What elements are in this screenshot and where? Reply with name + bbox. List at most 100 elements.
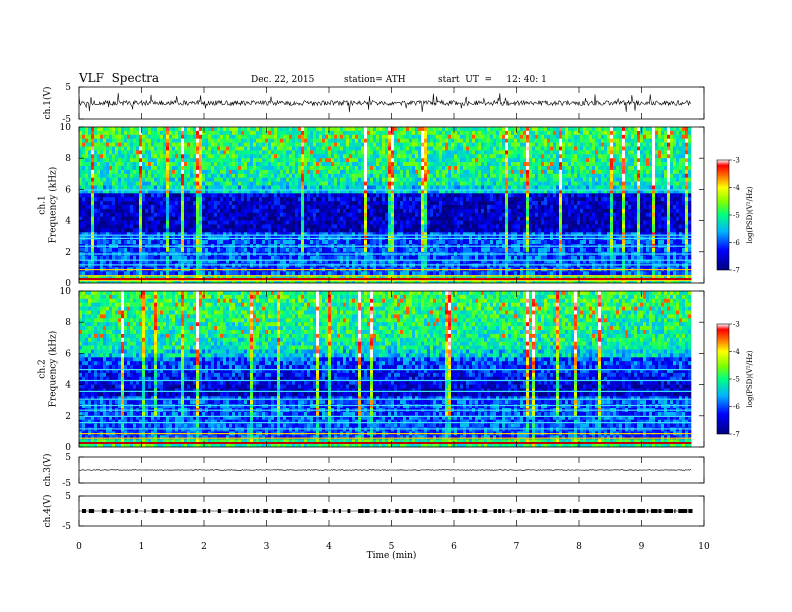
spectrogram-cell bbox=[88, 130, 92, 136]
spectrogram-cell bbox=[448, 275, 452, 280]
spectrogram-cell bbox=[268, 259, 272, 264]
spectrogram-cell bbox=[241, 259, 245, 264]
spectrogram-cell bbox=[277, 232, 281, 237]
spectrogram-cell bbox=[142, 255, 146, 260]
spectrogram-cell bbox=[157, 127, 161, 132]
spectrogram-cell bbox=[448, 232, 452, 237]
spectrogram-cell bbox=[82, 150, 86, 155]
spectrogram-cell bbox=[286, 177, 290, 182]
spectrogram-cell bbox=[436, 177, 440, 182]
spectrogram-cell bbox=[250, 228, 254, 233]
spectrogram-cell bbox=[433, 162, 437, 167]
spectrogram-cell bbox=[118, 247, 122, 253]
spectrogram-cell bbox=[217, 259, 221, 264]
spectrogram-cell bbox=[310, 138, 314, 143]
spectrogram-cell bbox=[178, 279, 182, 284]
spectrogram-cell bbox=[385, 224, 389, 229]
spectrogram-cell bbox=[376, 169, 380, 175]
spectrogram-cell bbox=[214, 127, 218, 132]
spectrogram-cell bbox=[346, 275, 350, 280]
spectrogram-cell bbox=[328, 228, 332, 233]
spectrogram-cell bbox=[391, 279, 395, 284]
spectrogram-cell bbox=[178, 177, 182, 182]
spectrogram-cell bbox=[235, 232, 239, 237]
spectrogram-cell bbox=[289, 138, 293, 143]
spectrogram-cell bbox=[280, 158, 284, 163]
spectrogram-cell bbox=[313, 142, 317, 147]
spectrogram-cell bbox=[337, 255, 341, 260]
spectrogram-cell bbox=[436, 146, 440, 151]
spectrogram-cell bbox=[232, 177, 236, 182]
spectrogram-cell bbox=[118, 275, 122, 280]
spectrogram-cell bbox=[280, 279, 284, 284]
spectrogram-cell bbox=[304, 197, 308, 202]
spectrogram-cell bbox=[241, 185, 245, 190]
spectrogram-cell bbox=[418, 138, 422, 143]
spectrogram-cell bbox=[388, 142, 392, 147]
spectrogram-cell bbox=[169, 216, 173, 221]
spectrogram-cell bbox=[217, 185, 221, 190]
spectrogram-cell bbox=[172, 150, 176, 155]
spectrogram-cell bbox=[136, 220, 140, 225]
spectrogram-cell bbox=[283, 166, 287, 171]
spectrogram-cell bbox=[196, 158, 200, 163]
spectrogram-cell bbox=[151, 271, 155, 276]
spectrogram-cell bbox=[193, 154, 197, 159]
spectrogram-cell bbox=[379, 134, 383, 139]
spectrogram-cell bbox=[394, 197, 398, 202]
spectrogram-cell bbox=[82, 158, 86, 163]
spectrogram-cell bbox=[391, 134, 395, 139]
spectrogram-cell bbox=[178, 201, 182, 206]
spectrogram-cell bbox=[214, 240, 218, 245]
spectrogram-cell bbox=[415, 279, 419, 284]
spectrogram-cell bbox=[193, 158, 197, 163]
spectrogram-cell bbox=[283, 247, 287, 253]
spectrogram-cell bbox=[367, 177, 371, 182]
spectrogram-cell bbox=[220, 201, 224, 206]
spectrogram-cell bbox=[112, 232, 116, 237]
spectrogram-cell bbox=[271, 162, 275, 167]
spectrogram-cell bbox=[163, 177, 167, 182]
spectrogram-cell bbox=[193, 259, 197, 264]
spectrogram-cell bbox=[319, 169, 323, 175]
spectrogram-cell bbox=[220, 228, 224, 233]
spectrogram-cell bbox=[133, 177, 137, 182]
spectrogram-cell bbox=[388, 247, 392, 253]
spectrogram-cell bbox=[232, 166, 236, 171]
spectrogram-cell bbox=[214, 259, 218, 264]
spectrogram-cell bbox=[94, 146, 98, 151]
spectrogram-cell bbox=[226, 240, 230, 245]
spectrogram-cell bbox=[127, 173, 131, 178]
spectrogram-cell bbox=[358, 166, 362, 171]
spectrogram-cell bbox=[289, 181, 293, 186]
spectrogram-cell bbox=[271, 130, 275, 136]
spectrogram-cell bbox=[226, 181, 230, 186]
spectrogram-cell bbox=[244, 197, 248, 202]
spectrogram-cell bbox=[187, 173, 191, 178]
spectrogram-cell bbox=[91, 169, 95, 175]
spectrogram-cell bbox=[112, 134, 116, 139]
spectrogram-cell bbox=[298, 247, 302, 253]
spectrogram-cell bbox=[232, 142, 236, 147]
spectrogram-cell bbox=[415, 224, 419, 229]
spectrogram-cell bbox=[193, 216, 197, 221]
spectrogram-cell bbox=[439, 212, 443, 217]
spectrogram-cell bbox=[130, 193, 134, 198]
spectrogram-cell bbox=[235, 154, 239, 159]
spectrogram-cell bbox=[346, 169, 350, 175]
spectrogram-cell bbox=[418, 154, 422, 159]
spectrogram-cell bbox=[397, 154, 401, 159]
spectrogram-cell bbox=[145, 134, 149, 139]
spectrogram-cell bbox=[337, 247, 341, 253]
spectrogram-cell bbox=[388, 212, 392, 217]
spectrogram-cell bbox=[367, 169, 371, 175]
spectrogram-cell bbox=[127, 158, 131, 163]
spectrogram-cell bbox=[250, 193, 254, 198]
spectrogram-cell bbox=[304, 240, 308, 245]
spectrogram-cell bbox=[226, 142, 230, 147]
spectrogram-cell bbox=[292, 142, 296, 147]
spectrogram-cell bbox=[394, 263, 398, 268]
spectrogram-cell bbox=[199, 134, 203, 139]
spectrogram-cell bbox=[388, 181, 392, 186]
